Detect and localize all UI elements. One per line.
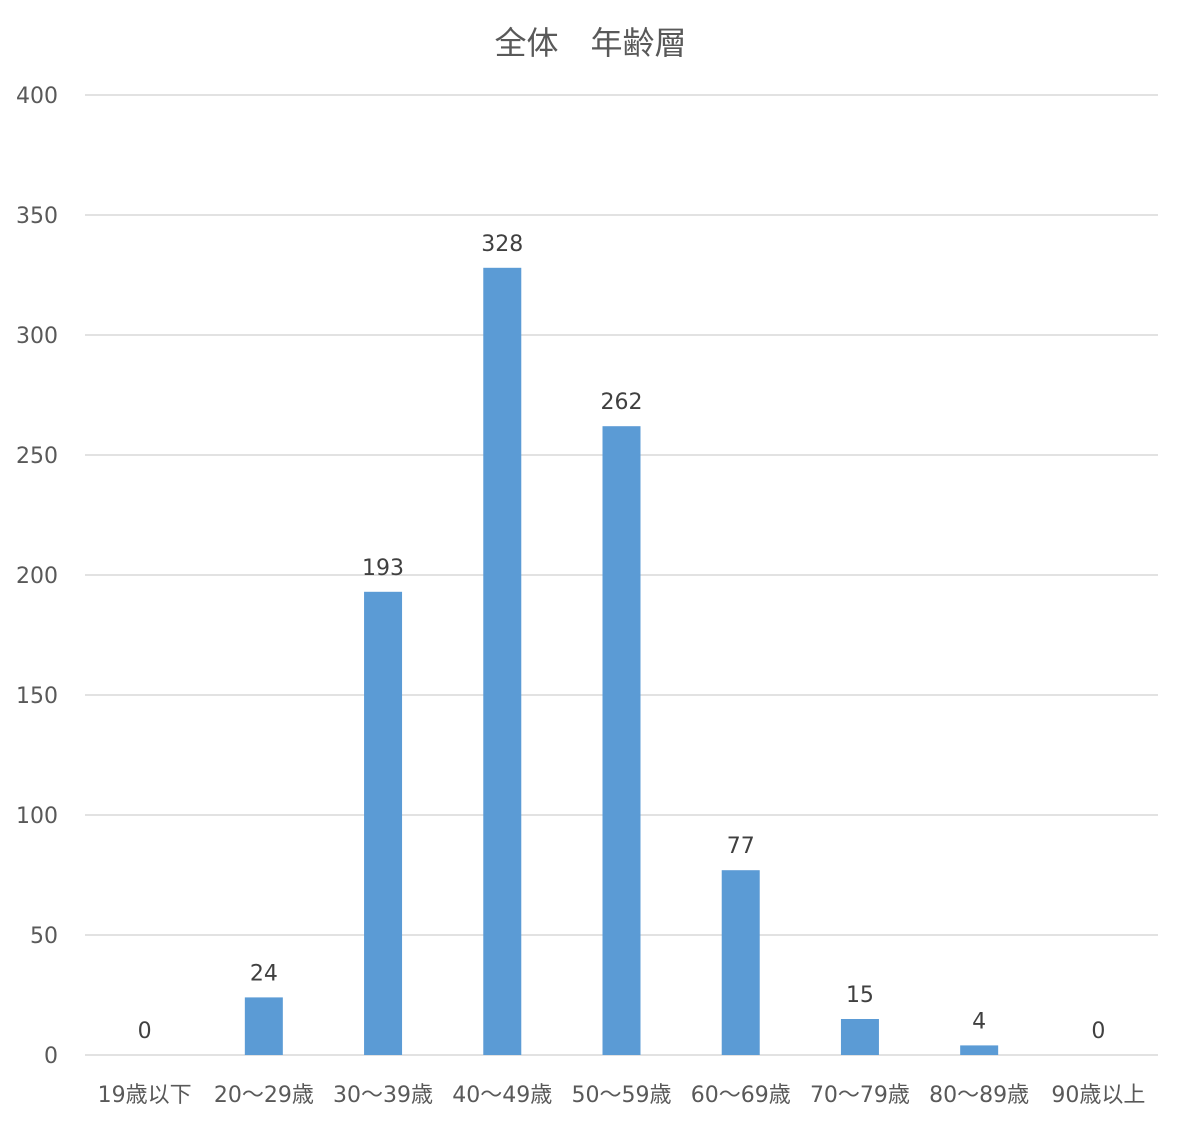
bar [960,1045,999,1055]
x-tick-label: 20〜29歳 [214,1083,314,1108]
data-label: 4 [972,1009,986,1034]
data-label: 193 [362,556,404,581]
x-tick-label: 30〜39歳 [333,1083,433,1108]
bar [364,591,403,1055]
x-tick-label: 19歳以下 [98,1083,192,1108]
bar [244,997,283,1055]
bar [721,870,760,1055]
y-tick-label: 0 [44,1044,58,1069]
bar [483,267,522,1055]
chart-title: 全体 年齢層 [494,24,687,62]
data-label: 24 [250,961,278,986]
y-tick-label: 250 [16,444,58,469]
x-tick-label: 60〜69歳 [691,1083,791,1108]
bar [602,426,641,1055]
x-axis-ticks: 19歳以下 20〜29歳 30〜39歳 40〜49歳 50〜59歳 60〜69歳 70〜79… [98,1083,1146,1108]
data-labels: 0 24 193 328 262 77 15 4 0 [138,232,1106,1044]
y-tick-label: 300 [16,324,58,349]
data-label: 0 [1091,1019,1105,1044]
data-label: 15 [846,983,874,1008]
bars [244,267,999,1055]
y-tick-label: 350 [16,204,58,229]
bar [840,1019,879,1055]
y-tick-label: 50 [30,924,58,949]
x-tick-label: 40〜49歳 [452,1083,552,1108]
data-label: 328 [481,232,523,257]
y-tick-label: 100 [16,804,58,829]
x-tick-label: 90歳以上 [1051,1083,1145,1108]
y-tick-label: 400 [16,84,58,109]
x-tick-label: 70〜79歳 [810,1083,910,1108]
x-tick-label: 80〜89歳 [929,1083,1029,1108]
y-tick-label: 150 [16,684,58,709]
x-tick-label: 50〜59歳 [572,1083,672,1108]
data-label: 0 [138,1019,152,1044]
data-label: 77 [727,834,755,859]
y-tick-label: 200 [16,564,58,589]
y-axis-ticks: 0 50 100 150 200 250 300 350 400 [16,84,58,1069]
data-label: 262 [601,390,643,415]
